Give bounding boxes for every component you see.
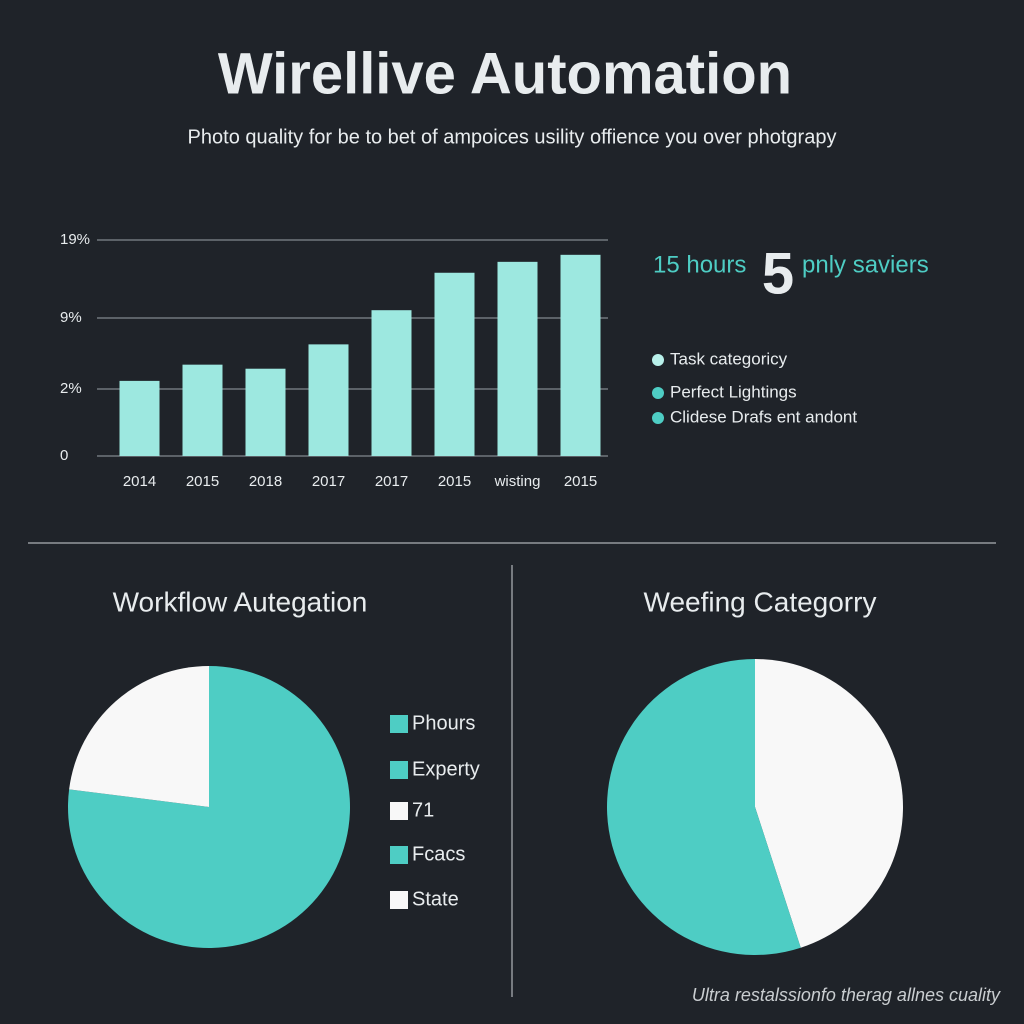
y-tick-label: 19% [60,231,90,248]
bar [245,368,286,456]
key-dot [652,387,664,399]
bar [371,310,412,456]
stat-number: 5 [762,241,794,306]
key-label: Perfect Lightings [670,382,797,401]
footer: Ultra restalssionfo therag allnes cualit… [692,985,1001,1005]
legend-swatch [390,846,408,864]
bar [497,261,538,456]
legend-swatch [390,715,408,733]
subtitle: Photo quality for be to bet of ampoices … [188,126,837,148]
pie-title: Workflow Autegation [113,586,368,617]
x-tick-label: 2014 [123,473,156,490]
stat-hours: 15 hours [653,251,746,278]
stat-text: pnly saviers [802,251,929,278]
legend-swatch [390,761,408,779]
pie-slice [69,666,210,807]
pie-slice [755,659,904,948]
pie-slice [606,659,801,955]
legend-label: Experty [412,758,480,780]
key-dot [652,354,664,366]
bar [182,364,223,456]
x-tick-label: 2017 [375,473,408,490]
bar [119,380,160,456]
key-label: Task categoricy [670,349,788,368]
y-tick-label: 0 [60,447,68,464]
x-tick-label: 2015 [564,473,597,490]
bar [434,272,475,456]
y-tick-label: 2% [60,380,82,397]
pie-title: Weefing Categorry [644,586,877,617]
legend-swatch [390,891,408,909]
legend-label: State [412,888,459,910]
bar [308,344,349,456]
x-tick-label: 2018 [249,473,282,490]
x-tick-label: wisting [494,473,541,490]
x-tick-label: 2017 [312,473,345,490]
title: Wirellive Automation [218,41,792,106]
key-dot [652,412,664,424]
bar [560,254,601,456]
legend-label: Fcacs [412,843,465,865]
x-tick-label: 2015 [186,473,219,490]
key-label: Clidese Drafs ent andont [670,407,857,426]
pie-slice [67,666,350,948]
y-tick-label: 9% [60,309,82,326]
legend-label: 71 [412,799,434,821]
legend-label: Phours [412,712,475,734]
x-tick-label: 2015 [438,473,471,490]
legend-swatch [390,802,408,820]
